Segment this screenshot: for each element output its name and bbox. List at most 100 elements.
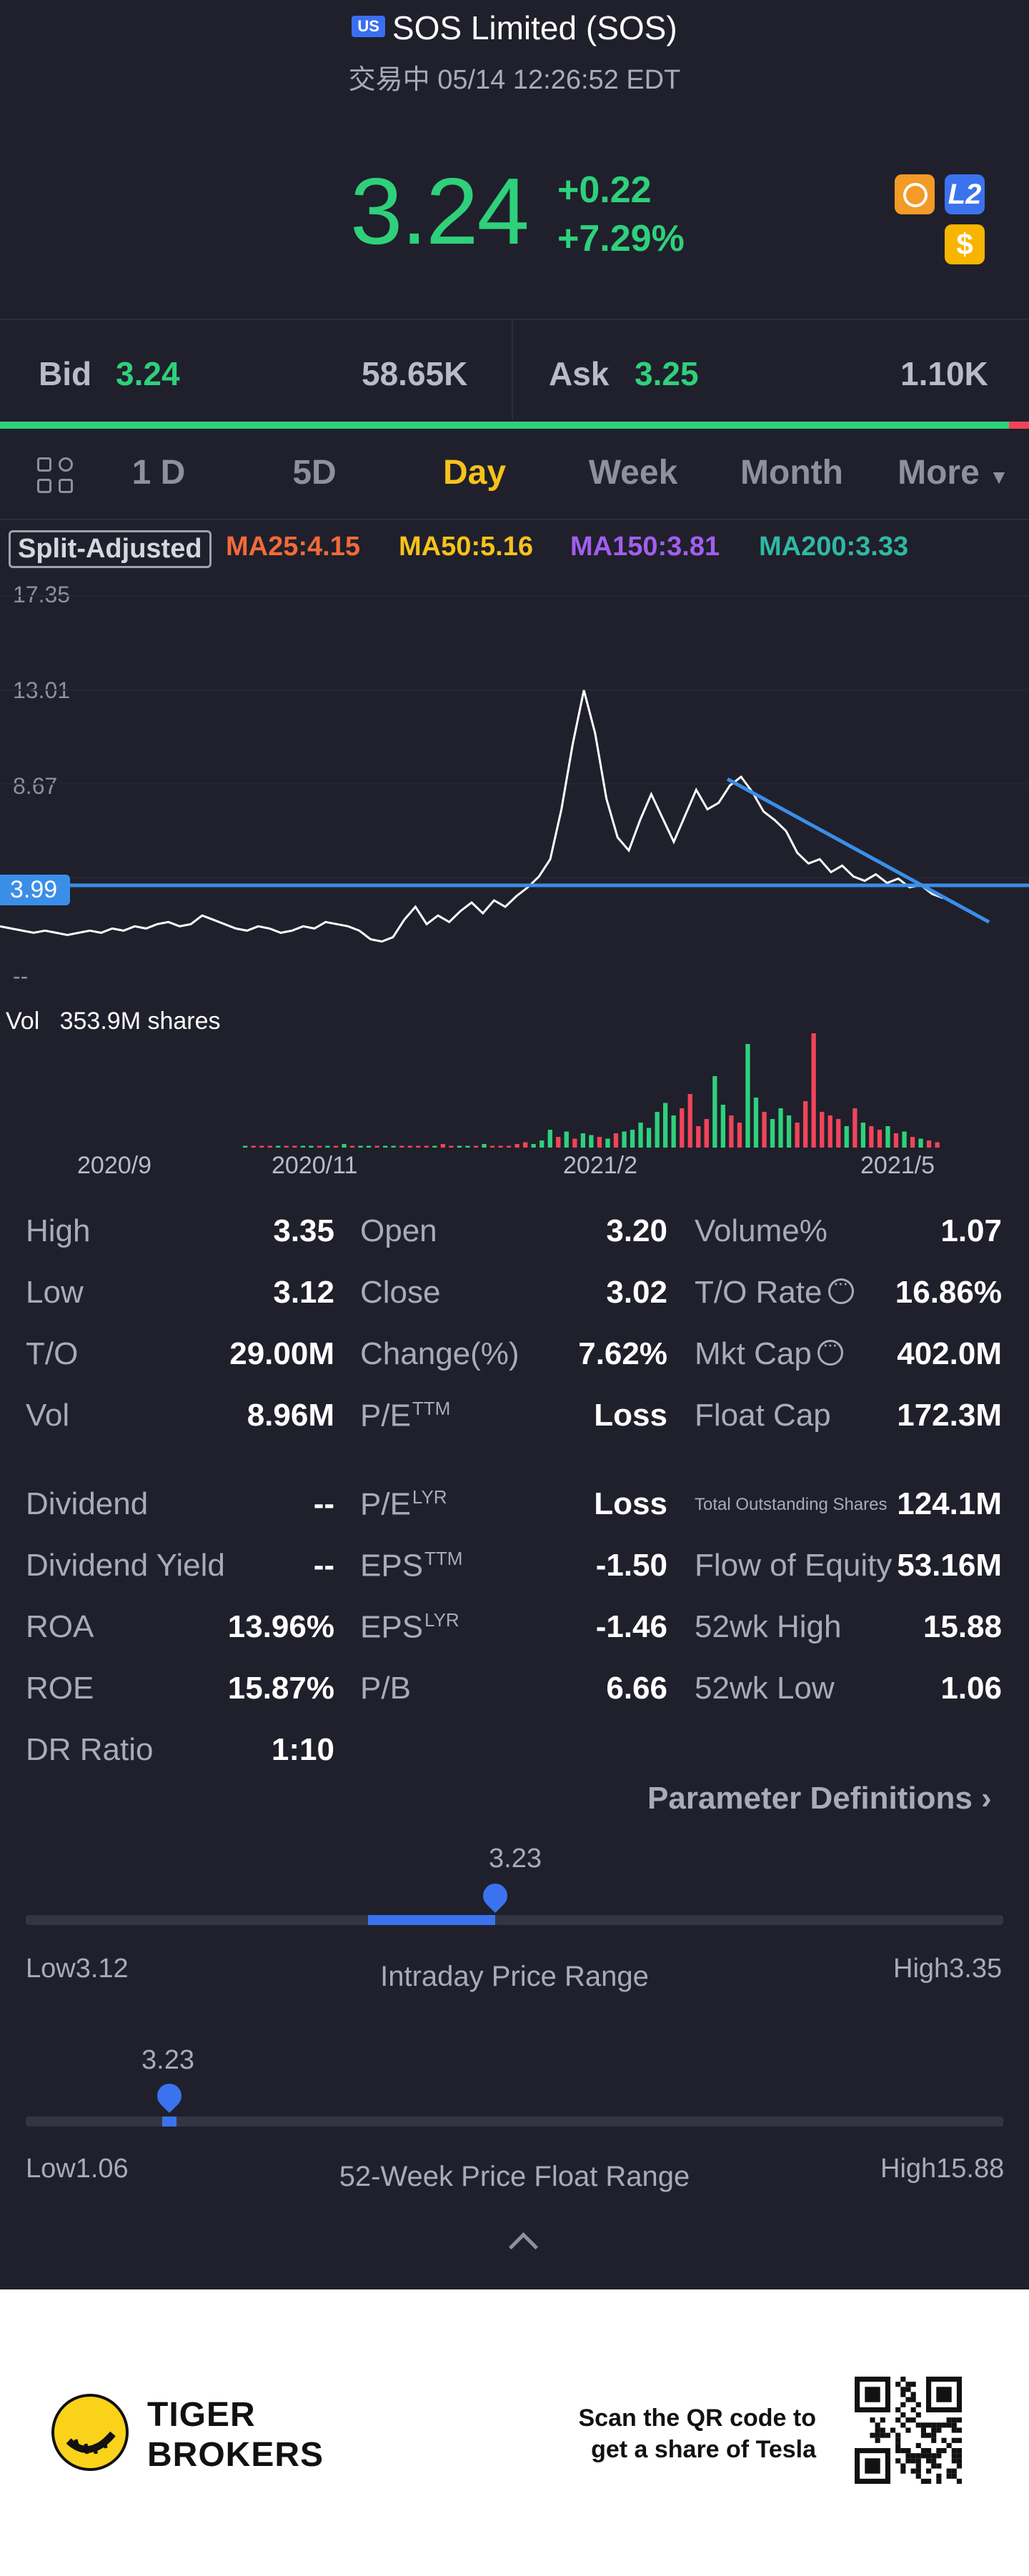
week52-high-label: High (880, 2154, 937, 2184)
stat-label-sup: LYR (424, 1609, 459, 1631)
tab-month[interactable]: Month (740, 454, 843, 492)
volume-bar (292, 1145, 297, 1148)
volume-bar (655, 1112, 660, 1148)
price-chart[interactable] (0, 572, 1029, 1015)
volume-bar (358, 1145, 363, 1148)
volume-bar (416, 1145, 421, 1148)
stat-label: Mkt Cap (695, 1333, 843, 1372)
stat-value: 15.87% (227, 1671, 334, 1706)
volume-bar (572, 1138, 577, 1148)
volume-bar (926, 1140, 932, 1148)
stat-value: 6.66 (606, 1671, 667, 1706)
volume-bar (366, 1145, 372, 1148)
tab-week[interactable]: Week (588, 454, 678, 492)
options-disabled-icon[interactable] (895, 174, 935, 214)
stat-label: ROA (26, 1609, 94, 1645)
stat-value: -- (313, 1548, 334, 1583)
level2-icon[interactable]: L2 (945, 174, 985, 214)
chevron-right-icon: › (981, 1781, 992, 1816)
volume-bar (869, 1126, 874, 1148)
tab-1d[interactable]: 1 D (131, 454, 186, 492)
stat-label-text: EPS (360, 1548, 424, 1583)
volume-bar (424, 1145, 429, 1148)
stat-label-text: Open (360, 1213, 437, 1248)
stat-value: 8.96M (247, 1398, 334, 1433)
week52-low-label: Low (26, 2154, 76, 2184)
stat-label-text: Low (26, 1275, 84, 1310)
grid-icon[interactable] (37, 457, 77, 497)
stat-label: Float Cap (695, 1398, 831, 1433)
volume-bar (482, 1144, 487, 1148)
current-price-tag: 3.99 (0, 875, 71, 905)
volume-bar (531, 1144, 536, 1148)
chevron-up-icon[interactable] (508, 2232, 539, 2262)
bid-label: Bid (39, 355, 92, 392)
stat-label: High (26, 1213, 91, 1249)
tab-day[interactable]: Day (442, 454, 507, 492)
intraday-high: High3.35 (893, 1954, 1002, 1984)
divider (0, 319, 1029, 320)
volume-chart[interactable] (0, 1029, 1029, 1148)
stat-value: 124.1M (897, 1486, 1002, 1521)
volume-bar (737, 1123, 742, 1148)
volume-bar (489, 1145, 495, 1148)
tab-5d[interactable]: 5D (292, 454, 337, 492)
stat-label-text: T/O (26, 1336, 79, 1371)
intraday-high-label: High (893, 1954, 950, 1984)
qr-line2: get a share of Tesla (591, 2436, 816, 2463)
volume-bar (251, 1145, 256, 1148)
volume-bar (449, 1145, 454, 1148)
x-tick: 2021/2 (563, 1152, 637, 1179)
stat-label: P/ETTM (360, 1398, 450, 1434)
volume-bar (852, 1108, 858, 1148)
volume-bar (860, 1123, 865, 1148)
stat-value: 172.3M (897, 1398, 1002, 1433)
stat-value: 3.12 (273, 1275, 334, 1310)
stat-value: 1.07 (940, 1213, 1002, 1248)
brand-line2: BROKERS (147, 2436, 324, 2474)
volume-bar (786, 1115, 792, 1148)
volume-bar (762, 1112, 767, 1148)
volume-bar (399, 1145, 404, 1148)
period-tabs: 1 D 5D Day Week Month More ▼ (0, 432, 1029, 519)
stat-label-text: T/O Rate (695, 1275, 822, 1310)
intraday-low: Low3.12 (26, 1954, 129, 1984)
bid-price: 3.24 (116, 355, 180, 392)
ma25-label: MA25:4.15 (226, 532, 360, 562)
qr-caption: Scan the QR code to get a share of Tesla (543, 2402, 817, 2465)
stat-value: -- (313, 1486, 334, 1521)
stat-label-text: DR Ratio (26, 1732, 154, 1767)
stat-value: Loss (594, 1398, 667, 1433)
volume-bar (704, 1119, 709, 1148)
qr-code[interactable] (855, 2377, 962, 2484)
volume-bar (836, 1119, 841, 1148)
x-tick: 2020/11 (272, 1152, 358, 1179)
stat-label: 52wk Low (695, 1671, 835, 1706)
info-icon[interactable] (817, 1333, 843, 1366)
caret-down-icon: ▼ (989, 466, 1009, 488)
info-icon[interactable] (827, 1272, 854, 1305)
stat-label: EPSLYR (360, 1609, 459, 1646)
volume-bar (540, 1140, 545, 1148)
parameter-definitions-label: Parameter Definitions (647, 1781, 973, 1816)
volume-bar (333, 1145, 339, 1148)
week52-title: 52-Week Price Float Range (339, 2161, 690, 2192)
trend-line[interactable] (726, 777, 990, 924)
market-badge: US (352, 15, 385, 37)
parameter-definitions-link[interactable]: Parameter Definitions › (647, 1781, 992, 1816)
split-adjusted-button[interactable]: Split-Adjusted (9, 530, 212, 568)
stat-value: 13.96% (227, 1609, 334, 1644)
stat-label-sup: TTM (412, 1398, 451, 1419)
volume-bar (589, 1135, 594, 1148)
stat-label: EPSTTM (360, 1548, 462, 1584)
stock-name: SOS Limited (SOS) (392, 9, 677, 46)
stat-label-text: Flow of Equity (695, 1548, 893, 1583)
dollar-icon[interactable]: $ (945, 224, 985, 264)
volume-value: 353.9M shares (59, 1008, 221, 1035)
volume-bar (267, 1145, 272, 1148)
volume-bar (877, 1130, 883, 1148)
stat-label: Vol (26, 1398, 69, 1433)
volume-bar (622, 1131, 627, 1148)
volume-bar (597, 1137, 602, 1148)
tab-more[interactable]: More ▼ (889, 453, 1018, 492)
